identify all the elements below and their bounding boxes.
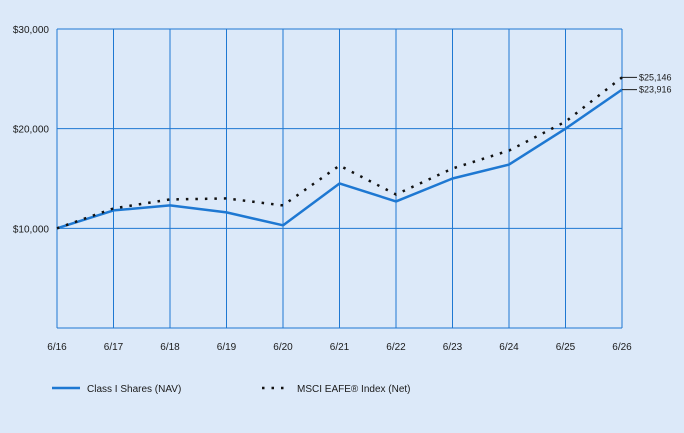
tick-labels: 6/16 6/17 6/18 6/19 6/20 6/21 6/22 6/23 6/24 6/25… [13, 25, 632, 353]
grid-layer [56, 28, 623, 329]
legend-label: Class I Shares (NAV) [87, 384, 181, 395]
x-tick-label: 6/20 [273, 342, 293, 353]
end-labels: $23,916 $25,146 [622, 72, 672, 95]
y-tick-label: $30,000 [13, 25, 50, 36]
end-value-label: $23,916 [639, 85, 672, 95]
x-tick-label: 6/18 [160, 342, 180, 353]
x-tick-label: 6/25 [556, 342, 576, 353]
index-series-line [56, 76, 623, 230]
x-tick-label: 6/26 [612, 342, 632, 353]
x-tick-label: 6/16 [47, 342, 67, 353]
x-tick-label: 6/21 [330, 342, 350, 353]
legend: Class I Shares (NAV) MSCI EAFE® Index (Ne… [52, 384, 411, 395]
y-tick-label: $10,000 [13, 224, 50, 235]
y-tick-label: $20,000 [13, 125, 50, 136]
x-tick-label: 6/24 [499, 342, 519, 353]
x-tick-label: 6/19 [217, 342, 237, 353]
x-tick-label: 6/23 [443, 342, 463, 353]
x-tick-label: 6/22 [386, 342, 406, 353]
end-value-label: $25,146 [639, 72, 672, 82]
legend-label: MSCI EAFE® Index (Net) [297, 384, 411, 395]
series-layer [56, 76, 623, 230]
x-tick-label: 6/17 [104, 342, 124, 353]
fund-series-line [56, 88, 623, 230]
